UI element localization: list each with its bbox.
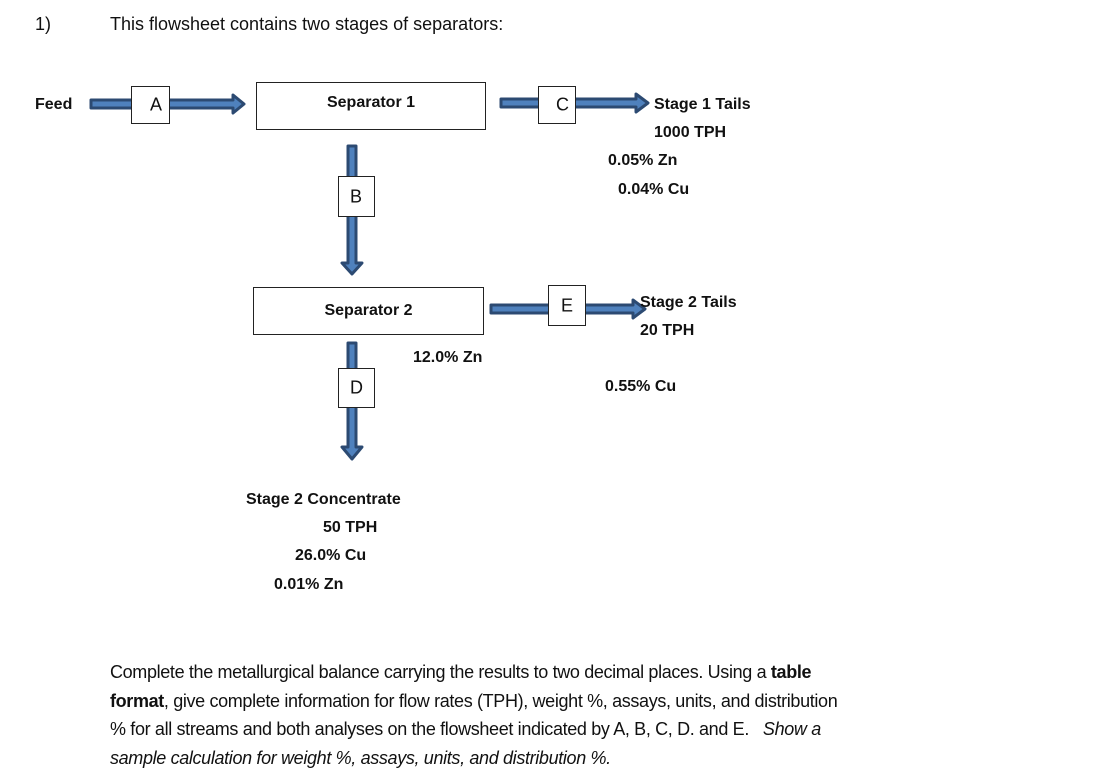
separator-1: Separator 1 [256, 82, 486, 130]
instructions-italic-start: Show a [762, 719, 821, 739]
instructions-line1: Complete the metallurgical balance carry… [110, 662, 771, 682]
instructions-line2: , give complete information for flow rat… [163, 690, 838, 711]
stream-c-label: C [538, 86, 576, 124]
stage2-tails-cu: 0.55% Cu [605, 378, 677, 395]
question-intro: This flowsheet contains two stages of se… [110, 14, 504, 34]
instructions-line3: % for all streams and both analyses on t… [110, 719, 763, 739]
stream-e-label: E [548, 285, 586, 326]
instructions-bold-format: format [110, 690, 164, 711]
stage2-tails-title: Stage 2 Tails [640, 294, 737, 311]
stage2-concentrate-zn: 0.01% Zn [274, 576, 344, 593]
question-number: 1) [35, 14, 52, 34]
stage2-tails-zn: 12.0% Zn [413, 349, 483, 366]
stream-b-label: B [338, 176, 375, 217]
separator-2: Separator 2 [253, 287, 484, 335]
stage1-tails-rate: 1000 TPH [654, 124, 727, 141]
stream-d-label: D [338, 368, 375, 408]
stream-a-label: A [131, 86, 170, 124]
stage2-tails-rate: 20 TPH [640, 322, 695, 339]
stage2-concentrate-rate: 50 TPH [323, 519, 378, 536]
stage1-tails-zn: 0.05% Zn [608, 152, 678, 169]
feed-label: Feed [35, 96, 73, 113]
instructions-bold-table: table [770, 662, 812, 682]
instructions-italic-line4: sample calculation for weight %, assays,… [110, 747, 611, 768]
instructions: Complete the metallurgical balance carry… [110, 658, 838, 772]
stage1-tails-title: Stage 1 Tails [654, 96, 751, 113]
stage1-tails-cu: 0.04% Cu [618, 181, 690, 198]
stage2-concentrate-cu: 26.0% Cu [295, 547, 367, 564]
stage2-concentrate-title: Stage 2 Concentrate [246, 491, 401, 508]
